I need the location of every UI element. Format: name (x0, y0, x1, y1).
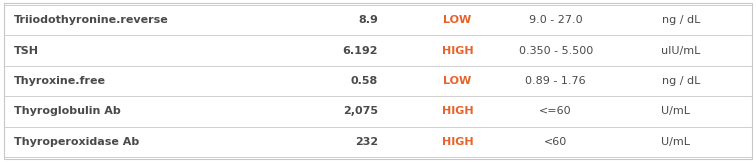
Text: <60: <60 (544, 137, 567, 147)
Text: LOW: LOW (443, 76, 472, 86)
Text: 232: 232 (355, 137, 378, 147)
Text: uIU/mL: uIU/mL (662, 46, 701, 56)
Text: ng / dL: ng / dL (662, 15, 700, 25)
Text: HIGH: HIGH (442, 46, 473, 56)
Text: 9.0 - 27.0: 9.0 - 27.0 (529, 15, 582, 25)
Text: 8.9: 8.9 (358, 15, 378, 25)
Text: 0.58: 0.58 (351, 76, 378, 86)
Text: TSH: TSH (14, 46, 39, 56)
Text: Thyroxine.free: Thyroxine.free (14, 76, 106, 86)
Text: Thyroglobulin Ab: Thyroglobulin Ab (14, 106, 120, 116)
Text: U/mL: U/mL (662, 106, 690, 116)
Text: Triiodothyronine.reverse: Triiodothyronine.reverse (14, 15, 169, 25)
Text: Thyroperoxidase Ab: Thyroperoxidase Ab (14, 137, 139, 147)
Text: <=60: <=60 (539, 106, 572, 116)
Text: 0.89 - 1.76: 0.89 - 1.76 (525, 76, 586, 86)
Text: 0.350 - 5.500: 0.350 - 5.500 (519, 46, 593, 56)
Text: 6.192: 6.192 (342, 46, 378, 56)
Text: HIGH: HIGH (442, 106, 473, 116)
Text: HIGH: HIGH (442, 137, 473, 147)
Text: 2,075: 2,075 (343, 106, 378, 116)
Text: ng / dL: ng / dL (662, 76, 700, 86)
Text: LOW: LOW (443, 15, 472, 25)
Text: U/mL: U/mL (662, 137, 690, 147)
